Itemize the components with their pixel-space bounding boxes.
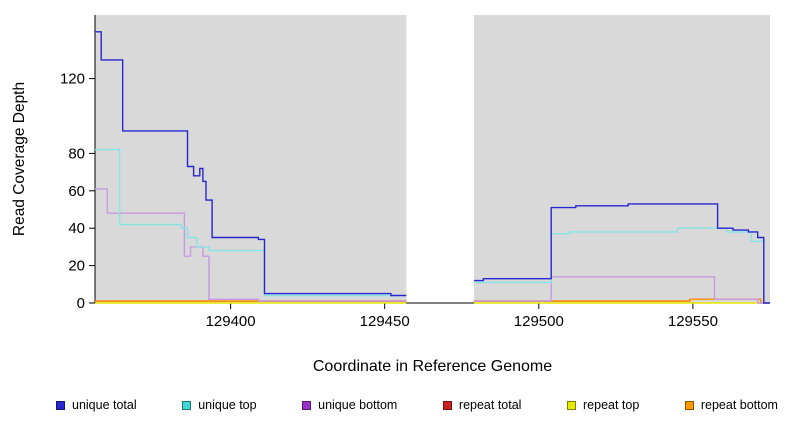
legend: unique total unique top unique bottom repea…	[0, 398, 792, 412]
coverage-gap-band	[406, 15, 475, 303]
legend-label: unique total	[72, 398, 137, 412]
y-tick-label: 0	[77, 295, 85, 312]
y-tick-label: 120	[60, 71, 85, 88]
y-tick-label: 80	[68, 145, 85, 162]
legend-item-unique-total: unique total	[56, 398, 137, 412]
legend-label: unique top	[198, 398, 257, 412]
legend-swatch-repeat-top	[567, 400, 576, 410]
y-tick-label: 20	[68, 258, 85, 275]
series-line-unique-top	[95, 148, 770, 304]
y-axis-label: Read Coverage Depth	[11, 82, 28, 236]
y-tick-label: 60	[68, 183, 85, 200]
legend-item-repeat-total: repeat total	[442, 398, 522, 412]
legend-item-unique-bottom: unique bottom	[302, 398, 397, 412]
legend-swatch-unique-top	[182, 400, 192, 410]
legend-item-repeat-top: repeat top	[567, 398, 639, 412]
legend-swatch-repeat-total	[442, 400, 452, 410]
legend-label: repeat total	[458, 398, 522, 412]
x-tick-label: 129550	[668, 313, 718, 330]
legend-label: unique bottom	[318, 398, 398, 412]
x-tick-label: 129400	[206, 313, 256, 330]
plot-svg: Read Coverage Depth 129400 129450 129500 12…	[11, 15, 770, 330]
legend-item-unique-top: unique top	[182, 398, 257, 412]
legend-swatch-unique-bottom	[302, 400, 312, 410]
x-axis-label: Coordinate in Reference Genome	[312, 358, 553, 375]
legend-label: repeat top	[583, 398, 640, 412]
legend-label: repeat bottom	[700, 398, 778, 412]
legend-item-repeat-bottom: repeat bottom	[684, 398, 778, 412]
x-tick-label: 129450	[360, 313, 410, 330]
legend-swatch-repeat-bottom	[684, 400, 694, 410]
x-tick-label: 129500	[514, 313, 564, 330]
legend-swatch-unique-total	[56, 400, 65, 410]
y-tick-label: 40	[68, 220, 85, 237]
series-line-unique-total	[95, 31, 770, 304]
